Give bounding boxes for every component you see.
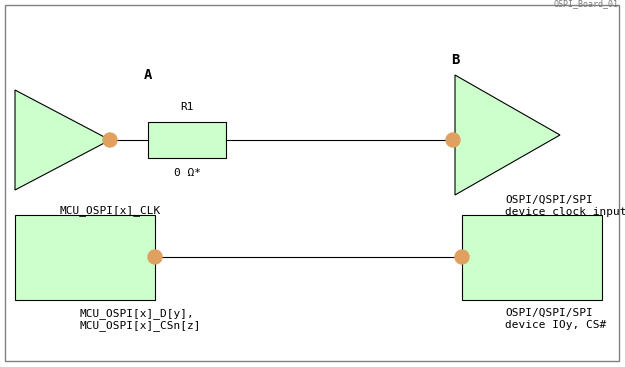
Polygon shape — [455, 75, 560, 195]
Text: R1: R1 — [180, 102, 194, 112]
Bar — [15, 215, 155, 300]
Circle shape — [103, 133, 117, 147]
Circle shape — [446, 133, 460, 147]
Circle shape — [148, 250, 162, 264]
Text: 0 Ω*: 0 Ω* — [174, 168, 201, 178]
Polygon shape — [15, 90, 110, 190]
Bar — [148, 122, 226, 158]
Text: A: A — [144, 68, 152, 82]
Bar — [462, 215, 602, 300]
Text: OSPI/QSPI/SPI
device IOy, CS#: OSPI/QSPI/SPI device IOy, CS# — [505, 308, 606, 330]
Text: OSPI_Board_01: OSPI_Board_01 — [553, 0, 618, 8]
Text: OSPI/QSPI/SPI
device clock input: OSPI/QSPI/SPI device clock input — [505, 195, 625, 217]
Text: MCU_OSPI[x]_CLK: MCU_OSPI[x]_CLK — [60, 205, 161, 216]
Circle shape — [455, 250, 469, 264]
Text: MCU_OSPI[x]_D[y],
MCU_OSPI[x]_CSn[z]: MCU_OSPI[x]_D[y], MCU_OSPI[x]_CSn[z] — [80, 308, 201, 331]
Text: B: B — [451, 53, 459, 67]
